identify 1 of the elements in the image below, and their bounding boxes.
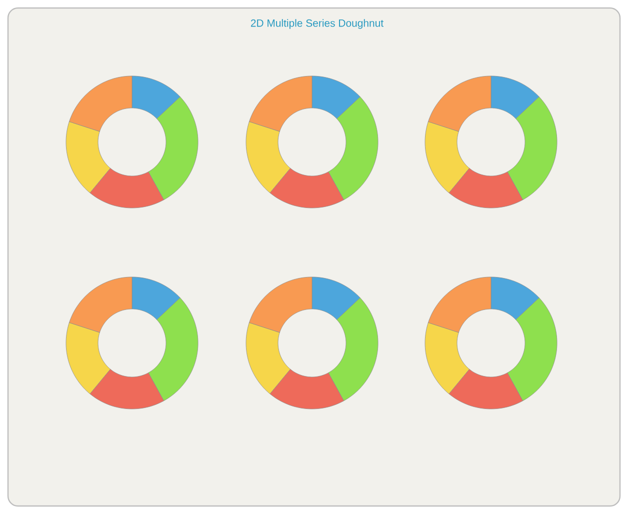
chart-title: 2D Multiple Series Doughnut [250, 19, 384, 29]
